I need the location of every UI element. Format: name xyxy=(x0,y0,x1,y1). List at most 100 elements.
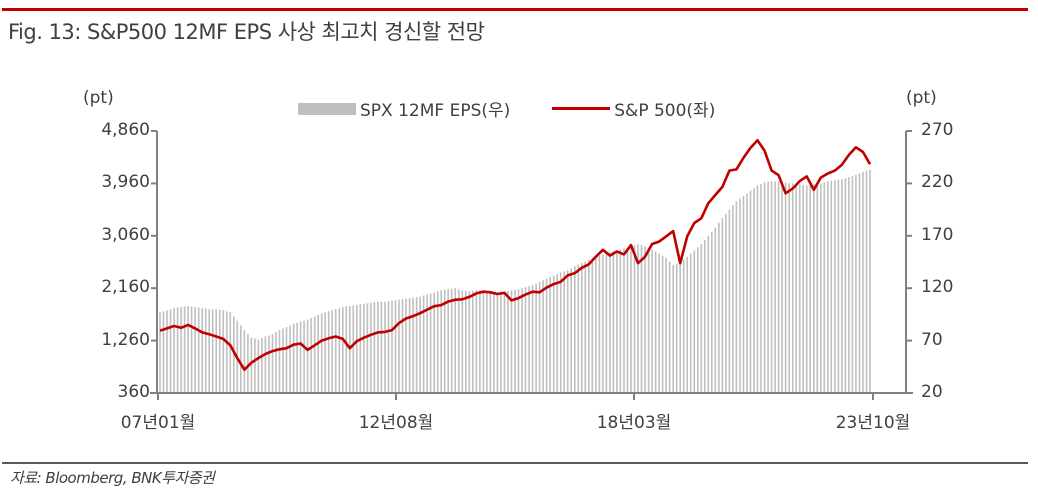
eps-bar xyxy=(303,320,305,393)
eps-bar xyxy=(197,307,200,393)
eps-bar xyxy=(865,170,868,393)
eps-bar xyxy=(756,185,759,393)
eps-bar xyxy=(658,253,660,393)
eps-bar xyxy=(359,304,362,393)
eps-bar xyxy=(521,288,523,393)
eps-bar xyxy=(500,291,502,393)
eps-bar xyxy=(834,180,836,393)
eps-bar xyxy=(398,299,400,393)
eps-bar xyxy=(545,278,548,393)
eps-bar xyxy=(472,290,474,393)
eps-bar xyxy=(595,256,597,393)
eps-bar xyxy=(802,185,804,393)
eps-bar xyxy=(415,297,418,393)
eps-bar xyxy=(612,251,615,393)
eps-bar xyxy=(352,305,355,393)
eps-bar xyxy=(289,325,291,393)
eps-bar xyxy=(229,312,232,393)
eps-bar xyxy=(749,190,752,393)
eps-bar xyxy=(577,264,580,393)
eps-bar xyxy=(637,244,639,393)
eps-bar xyxy=(862,171,864,393)
eps-bar xyxy=(496,292,499,393)
eps-bar xyxy=(419,296,421,393)
eps-bar xyxy=(278,330,281,393)
eps-bar xyxy=(707,235,710,393)
right-axis-tick-label: 170 xyxy=(921,224,954,245)
eps-bar xyxy=(697,247,699,393)
right-axis-tick-label: 20 xyxy=(921,382,943,402)
right-axis-tick-label: 70 xyxy=(921,329,943,350)
eps-bar xyxy=(686,256,688,393)
eps-bar xyxy=(788,182,790,393)
eps-bar xyxy=(173,308,175,393)
eps-bar xyxy=(791,183,794,393)
x-axis-tick-label: 07년01월 xyxy=(120,413,196,433)
eps-bar xyxy=(524,287,527,393)
eps-bar xyxy=(739,198,741,393)
eps-bar xyxy=(222,310,225,393)
eps-bar xyxy=(514,289,516,393)
eps-bar xyxy=(261,338,263,393)
eps-bar xyxy=(552,275,555,393)
eps-bar xyxy=(654,251,657,393)
eps-bar xyxy=(837,179,840,393)
eps-bar xyxy=(282,328,284,393)
eps-bar xyxy=(753,188,755,393)
eps-bar xyxy=(700,244,703,393)
eps-bar xyxy=(243,330,246,393)
source-note: 자료: Bloomberg, BNK투자증권 xyxy=(10,469,215,487)
eps-bar xyxy=(591,258,594,393)
eps-bar-swatch-icon xyxy=(298,102,356,115)
eps-bar xyxy=(581,263,583,393)
eps-bar xyxy=(798,184,801,393)
eps-bar xyxy=(313,316,316,393)
eps-bar xyxy=(714,227,717,393)
eps-bar xyxy=(566,270,569,393)
eps-bar xyxy=(633,245,636,393)
eps-bar xyxy=(204,308,207,393)
eps-bar xyxy=(479,290,481,393)
eps-bar xyxy=(187,306,189,393)
bottom-rule xyxy=(2,462,1028,464)
eps-bar xyxy=(338,308,341,393)
eps-bar xyxy=(342,307,344,393)
eps-bar xyxy=(619,249,622,393)
eps-bar xyxy=(809,185,811,393)
eps-bar xyxy=(254,338,256,393)
eps-bar xyxy=(770,181,773,393)
eps-bar xyxy=(317,314,319,393)
eps-bar xyxy=(482,290,485,393)
eps-bar xyxy=(623,248,625,393)
eps-bar xyxy=(433,292,435,393)
eps-bar xyxy=(556,274,558,393)
eps-bar xyxy=(275,332,277,393)
eps-bar xyxy=(159,312,161,393)
right-axis-unit: (pt) xyxy=(906,88,937,108)
eps-bar xyxy=(285,327,288,393)
eps-bar xyxy=(535,283,537,393)
spx-line-swatch-icon xyxy=(552,107,611,110)
legend-eps-label: SPX 12MF EPS(우) xyxy=(360,101,511,121)
eps-bar xyxy=(380,301,383,393)
eps-bar xyxy=(194,307,196,393)
eps-bar xyxy=(570,268,572,393)
eps-bar xyxy=(429,293,432,393)
eps-bar xyxy=(176,307,179,393)
eps-bar xyxy=(363,303,365,393)
eps-bar xyxy=(461,290,464,393)
eps-bar xyxy=(760,183,762,393)
eps-bar xyxy=(211,309,214,393)
eps-bar xyxy=(468,291,471,393)
eps-bar xyxy=(208,309,210,393)
figure-title: Fig. 13: S&P500 12MF EPS 사상 최고치 경신할 전망 xyxy=(8,20,485,44)
eps-bar xyxy=(647,247,650,393)
eps-bar xyxy=(816,183,819,393)
eps-bar xyxy=(718,222,720,393)
eps-bar xyxy=(598,255,601,393)
eps-bar xyxy=(510,290,513,393)
eps-bar xyxy=(412,297,414,393)
eps-bar xyxy=(450,288,453,393)
eps-bar xyxy=(454,288,456,393)
eps-bar xyxy=(401,299,404,393)
